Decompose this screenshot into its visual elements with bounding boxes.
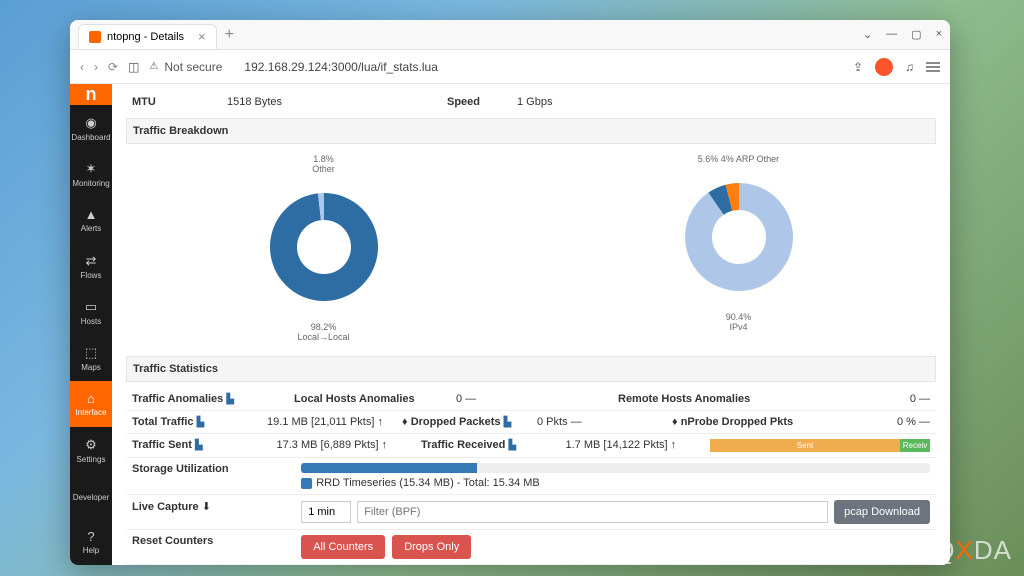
stats-table: Traffic Anomalies ▙ Local Hosts Anomalie…	[126, 388, 936, 565]
window-controls: ⌄ — ▢ ×	[863, 28, 942, 41]
maps-icon: ⬚	[85, 345, 97, 361]
window-close-icon[interactable]: ×	[936, 28, 942, 41]
window-min-icon[interactable]: ⌄	[863, 28, 872, 41]
tab-add-icon[interactable]: +	[225, 26, 234, 44]
all-counters-button[interactable]: All Counters	[301, 535, 385, 559]
sidebar-item-maps[interactable]: ⬚Maps	[70, 335, 112, 381]
chart-right: 5.6% 4% ARP Other 90.4%IPv4	[541, 154, 936, 342]
settings-icon: ⚙	[85, 437, 97, 453]
hamburger-icon[interactable]	[926, 62, 940, 72]
browser-tab[interactable]: ntopng - Details ×	[78, 24, 217, 50]
url-text: 192.168.29.124:3000/lua/if_stats.lua	[244, 60, 438, 74]
window-max-icon[interactable]: ▢	[911, 28, 921, 41]
tab-close-icon[interactable]: ×	[198, 29, 206, 44]
dashboard-icon: ◉	[85, 115, 96, 131]
drop-icon: ♦	[672, 416, 678, 428]
titlebar: ntopng - Details × + ⌄ — ▢ ×	[70, 20, 950, 50]
bookmark-icon[interactable]: ◫	[128, 60, 139, 74]
lock-icon: ⚠	[149, 61, 158, 72]
chart-left: 1.8%Other 98.2%Local→Local	[126, 154, 521, 342]
sidebar-item-settings[interactable]: ⚙Settings	[70, 427, 112, 473]
chart-icon[interactable]: ▙	[195, 440, 203, 451]
drops-only-button[interactable]: Drops Only	[392, 535, 471, 559]
not-secure-label: Not secure	[164, 60, 222, 74]
nav-fwd-icon[interactable]: ›	[94, 60, 98, 74]
donut-chart-2	[664, 162, 814, 312]
sent-recv-bar: SentReceiv	[710, 439, 930, 452]
watermark: QXDA	[934, 535, 1012, 566]
mtu-value: 1518 Bytes	[221, 92, 441, 112]
chart-icon[interactable]: ▙	[508, 440, 516, 451]
legend-square-icon	[301, 478, 312, 489]
hosts-icon: ▭	[85, 299, 97, 315]
tab-favicon	[89, 31, 101, 43]
traffic-breakdown-header: Traffic Breakdown	[126, 118, 936, 144]
browser-window: ntopng - Details × + ⌄ — ▢ × ‹ › ⟳ ◫ ⚠ N…	[70, 20, 950, 565]
sidebar-item-alerts[interactable]: ▲Alerts	[70, 197, 112, 243]
mtu-label: MTU	[126, 92, 221, 112]
storage-progress	[301, 463, 930, 473]
sidebar: n ◉Dashboard✶Monitoring▲Alerts⇄Flows▭Hos…	[70, 84, 112, 565]
main-content: MTU 1518 Bytes Speed 1 Gbps Traffic Brea…	[112, 84, 950, 565]
sidebar-item-flows[interactable]: ⇄Flows	[70, 243, 112, 289]
monitoring-icon: ✶	[86, 161, 97, 177]
chart-icon[interactable]: ▙	[504, 417, 512, 428]
donut-chart-1	[249, 172, 399, 322]
sidebar-item-hosts[interactable]: ▭Hosts	[70, 289, 112, 335]
speed-value: 1 Gbps	[511, 92, 558, 112]
pcap-download-button[interactable]: pcap Download	[834, 500, 930, 524]
nav-back-icon[interactable]: ‹	[80, 60, 84, 74]
app-body: n ◉Dashboard✶Monitoring▲Alerts⇄Flows▭Hos…	[70, 84, 950, 565]
window-minimize-icon[interactable]: —	[886, 28, 897, 41]
speed-label: Speed	[441, 92, 511, 112]
sidebar-item-dashboard[interactable]: ◉Dashboard	[70, 105, 112, 151]
url-box[interactable]: ⚠ Not secure 192.168.29.124:3000/lua/if_…	[149, 60, 843, 74]
download-icon: ⬇	[202, 501, 211, 513]
chart-icon[interactable]: ▙	[197, 417, 205, 428]
tab-title: ntopng - Details	[107, 31, 184, 43]
drop-icon: ♦	[402, 416, 408, 428]
sidebar-item-monitoring[interactable]: ✶Monitoring	[70, 151, 112, 197]
help-icon: ?	[87, 529, 94, 544]
chart-icon[interactable]: ▙	[226, 394, 234, 405]
duration-input[interactable]	[301, 501, 351, 523]
interface-icon: ⌂	[87, 391, 95, 406]
charts-row: 1.8%Other 98.2%Local→Local 5.6% 4% ARP O…	[126, 150, 936, 350]
nav-reload-icon[interactable]: ⟳	[108, 60, 118, 74]
music-icon[interactable]: ♫	[905, 60, 914, 74]
app-logo[interactable]: n	[70, 84, 112, 105]
filter-input[interactable]	[357, 501, 828, 523]
alerts-icon: ▲	[85, 207, 98, 222]
address-bar: ‹ › ⟳ ◫ ⚠ Not secure 192.168.29.124:3000…	[70, 50, 950, 84]
sidebar-item-help[interactable]: ?Help	[70, 519, 112, 565]
traffic-stats-header: Traffic Statistics	[126, 356, 936, 382]
share-icon[interactable]: ⇪	[853, 60, 863, 74]
brave-shield-icon[interactable]	[875, 58, 893, 76]
sidebar-item-interface[interactable]: ⌂Interface	[70, 381, 112, 427]
flows-icon: ⇄	[86, 253, 97, 269]
sidebar-item-developer[interactable]: Developer	[70, 473, 112, 519]
